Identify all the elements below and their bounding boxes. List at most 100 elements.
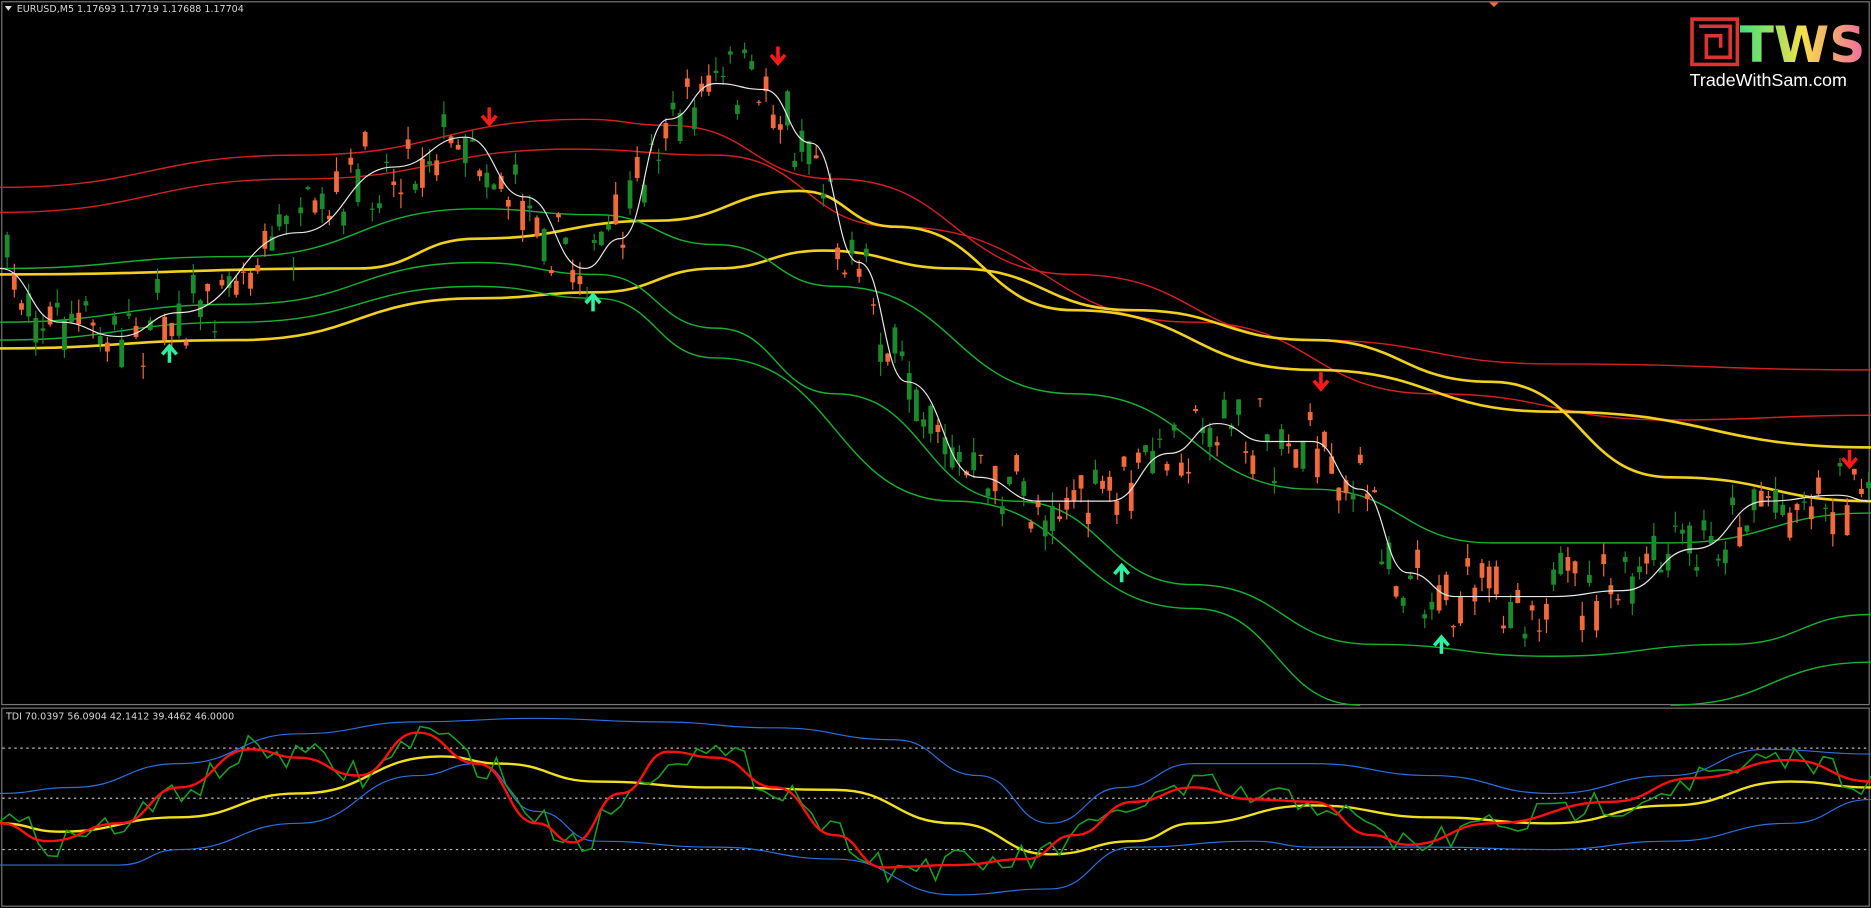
candle-body bbox=[83, 301, 89, 306]
candle-body bbox=[777, 124, 783, 130]
candle-body bbox=[1859, 488, 1864, 494]
candle-body bbox=[849, 239, 855, 254]
candle-body bbox=[1300, 440, 1306, 469]
candle-body bbox=[377, 203, 382, 209]
candle-body bbox=[76, 312, 82, 325]
candle-body bbox=[1501, 625, 1506, 629]
candle-body bbox=[863, 248, 869, 257]
band-line bbox=[0, 208, 1871, 544]
candle-body bbox=[1050, 506, 1055, 532]
candle-body bbox=[813, 155, 819, 159]
candle-body bbox=[90, 322, 96, 326]
candle-body bbox=[1544, 603, 1549, 620]
candle-body bbox=[1601, 554, 1607, 565]
candle-body bbox=[1486, 566, 1492, 589]
main-panel bbox=[1, 1, 1870, 706]
candle-body bbox=[1085, 512, 1091, 525]
candle-body bbox=[1200, 427, 1206, 434]
candle-body bbox=[219, 279, 225, 286]
candle-body bbox=[1837, 463, 1843, 467]
candle-body bbox=[319, 193, 325, 210]
candle-body bbox=[1658, 569, 1664, 573]
candle-body bbox=[484, 172, 490, 188]
candle-body bbox=[1100, 480, 1105, 489]
candle-body bbox=[105, 342, 110, 352]
candle-body bbox=[835, 247, 841, 260]
candle-body bbox=[670, 102, 676, 110]
candle-body bbox=[1823, 507, 1829, 509]
indicator-panel bbox=[1, 707, 1870, 907]
candle-body bbox=[248, 272, 253, 289]
candle-body bbox=[1322, 431, 1327, 448]
candle-body bbox=[1007, 476, 1012, 485]
candle-body bbox=[1615, 598, 1621, 601]
candle-body bbox=[1558, 552, 1564, 575]
ma-line bbox=[0, 249, 1871, 503]
candle-body bbox=[892, 327, 898, 354]
candle-body bbox=[742, 49, 747, 54]
candle-body bbox=[233, 280, 239, 295]
candle-body bbox=[241, 271, 246, 273]
candle-body bbox=[878, 344, 883, 362]
candle-body bbox=[1093, 469, 1098, 484]
candle-body bbox=[577, 276, 583, 285]
candle-body bbox=[1808, 506, 1814, 520]
candle-body bbox=[19, 303, 24, 310]
candle-body bbox=[949, 447, 955, 468]
candle-body bbox=[1479, 563, 1485, 578]
tdi-chart bbox=[0, 717, 1871, 896]
candle-body bbox=[470, 139, 475, 142]
candle-body bbox=[369, 208, 375, 210]
candle-body bbox=[534, 217, 540, 237]
candle-body bbox=[126, 313, 132, 317]
candle-body bbox=[119, 339, 125, 368]
candle-body bbox=[1866, 482, 1871, 489]
sell-arrow bbox=[1841, 449, 1859, 470]
candle-body bbox=[570, 270, 576, 283]
market-baseline bbox=[0, 755, 1871, 856]
candle-body bbox=[1057, 516, 1062, 520]
candle-body bbox=[1665, 554, 1671, 571]
candle-body bbox=[262, 230, 268, 249]
candle-body bbox=[1243, 451, 1249, 453]
candle-body bbox=[1708, 535, 1714, 544]
candle-body bbox=[291, 266, 296, 268]
candle-body bbox=[312, 200, 318, 213]
candle-body bbox=[183, 341, 189, 346]
candle-body bbox=[999, 506, 1005, 515]
candle-body bbox=[1107, 476, 1113, 491]
candle-body bbox=[97, 336, 103, 345]
candle-body bbox=[992, 465, 998, 492]
candle-body bbox=[1157, 438, 1163, 440]
candle-body bbox=[1672, 525, 1678, 527]
candle-body bbox=[498, 176, 504, 189]
candle-body bbox=[634, 157, 640, 178]
candle-body bbox=[505, 200, 511, 207]
logo: TWS TradeWithSam.com bbox=[1690, 15, 1866, 90]
candle-body bbox=[1114, 500, 1120, 515]
candle-body bbox=[1128, 482, 1134, 511]
candle-body bbox=[420, 158, 425, 188]
band-line bbox=[1670, 661, 1871, 706]
sell-arrow bbox=[1312, 372, 1330, 392]
candle-body bbox=[1622, 556, 1628, 562]
buy-arrow bbox=[1432, 634, 1450, 654]
candle-body bbox=[1637, 566, 1642, 573]
logo-icon bbox=[1690, 17, 1740, 67]
candle-body bbox=[1314, 448, 1320, 478]
candle-body bbox=[914, 389, 919, 422]
ma-line bbox=[0, 189, 1871, 449]
candle-body bbox=[391, 181, 397, 185]
band-line bbox=[0, 261, 1871, 657]
candle-body bbox=[62, 320, 67, 350]
candle-body bbox=[613, 194, 619, 225]
candle-body bbox=[1178, 462, 1184, 476]
candle-body bbox=[477, 170, 483, 177]
candle-body bbox=[985, 488, 991, 497]
candle-body bbox=[334, 171, 339, 193]
candle-body bbox=[871, 304, 876, 306]
candle-body bbox=[1207, 427, 1213, 447]
band-line bbox=[0, 118, 1871, 371]
candle-body bbox=[1565, 557, 1571, 571]
